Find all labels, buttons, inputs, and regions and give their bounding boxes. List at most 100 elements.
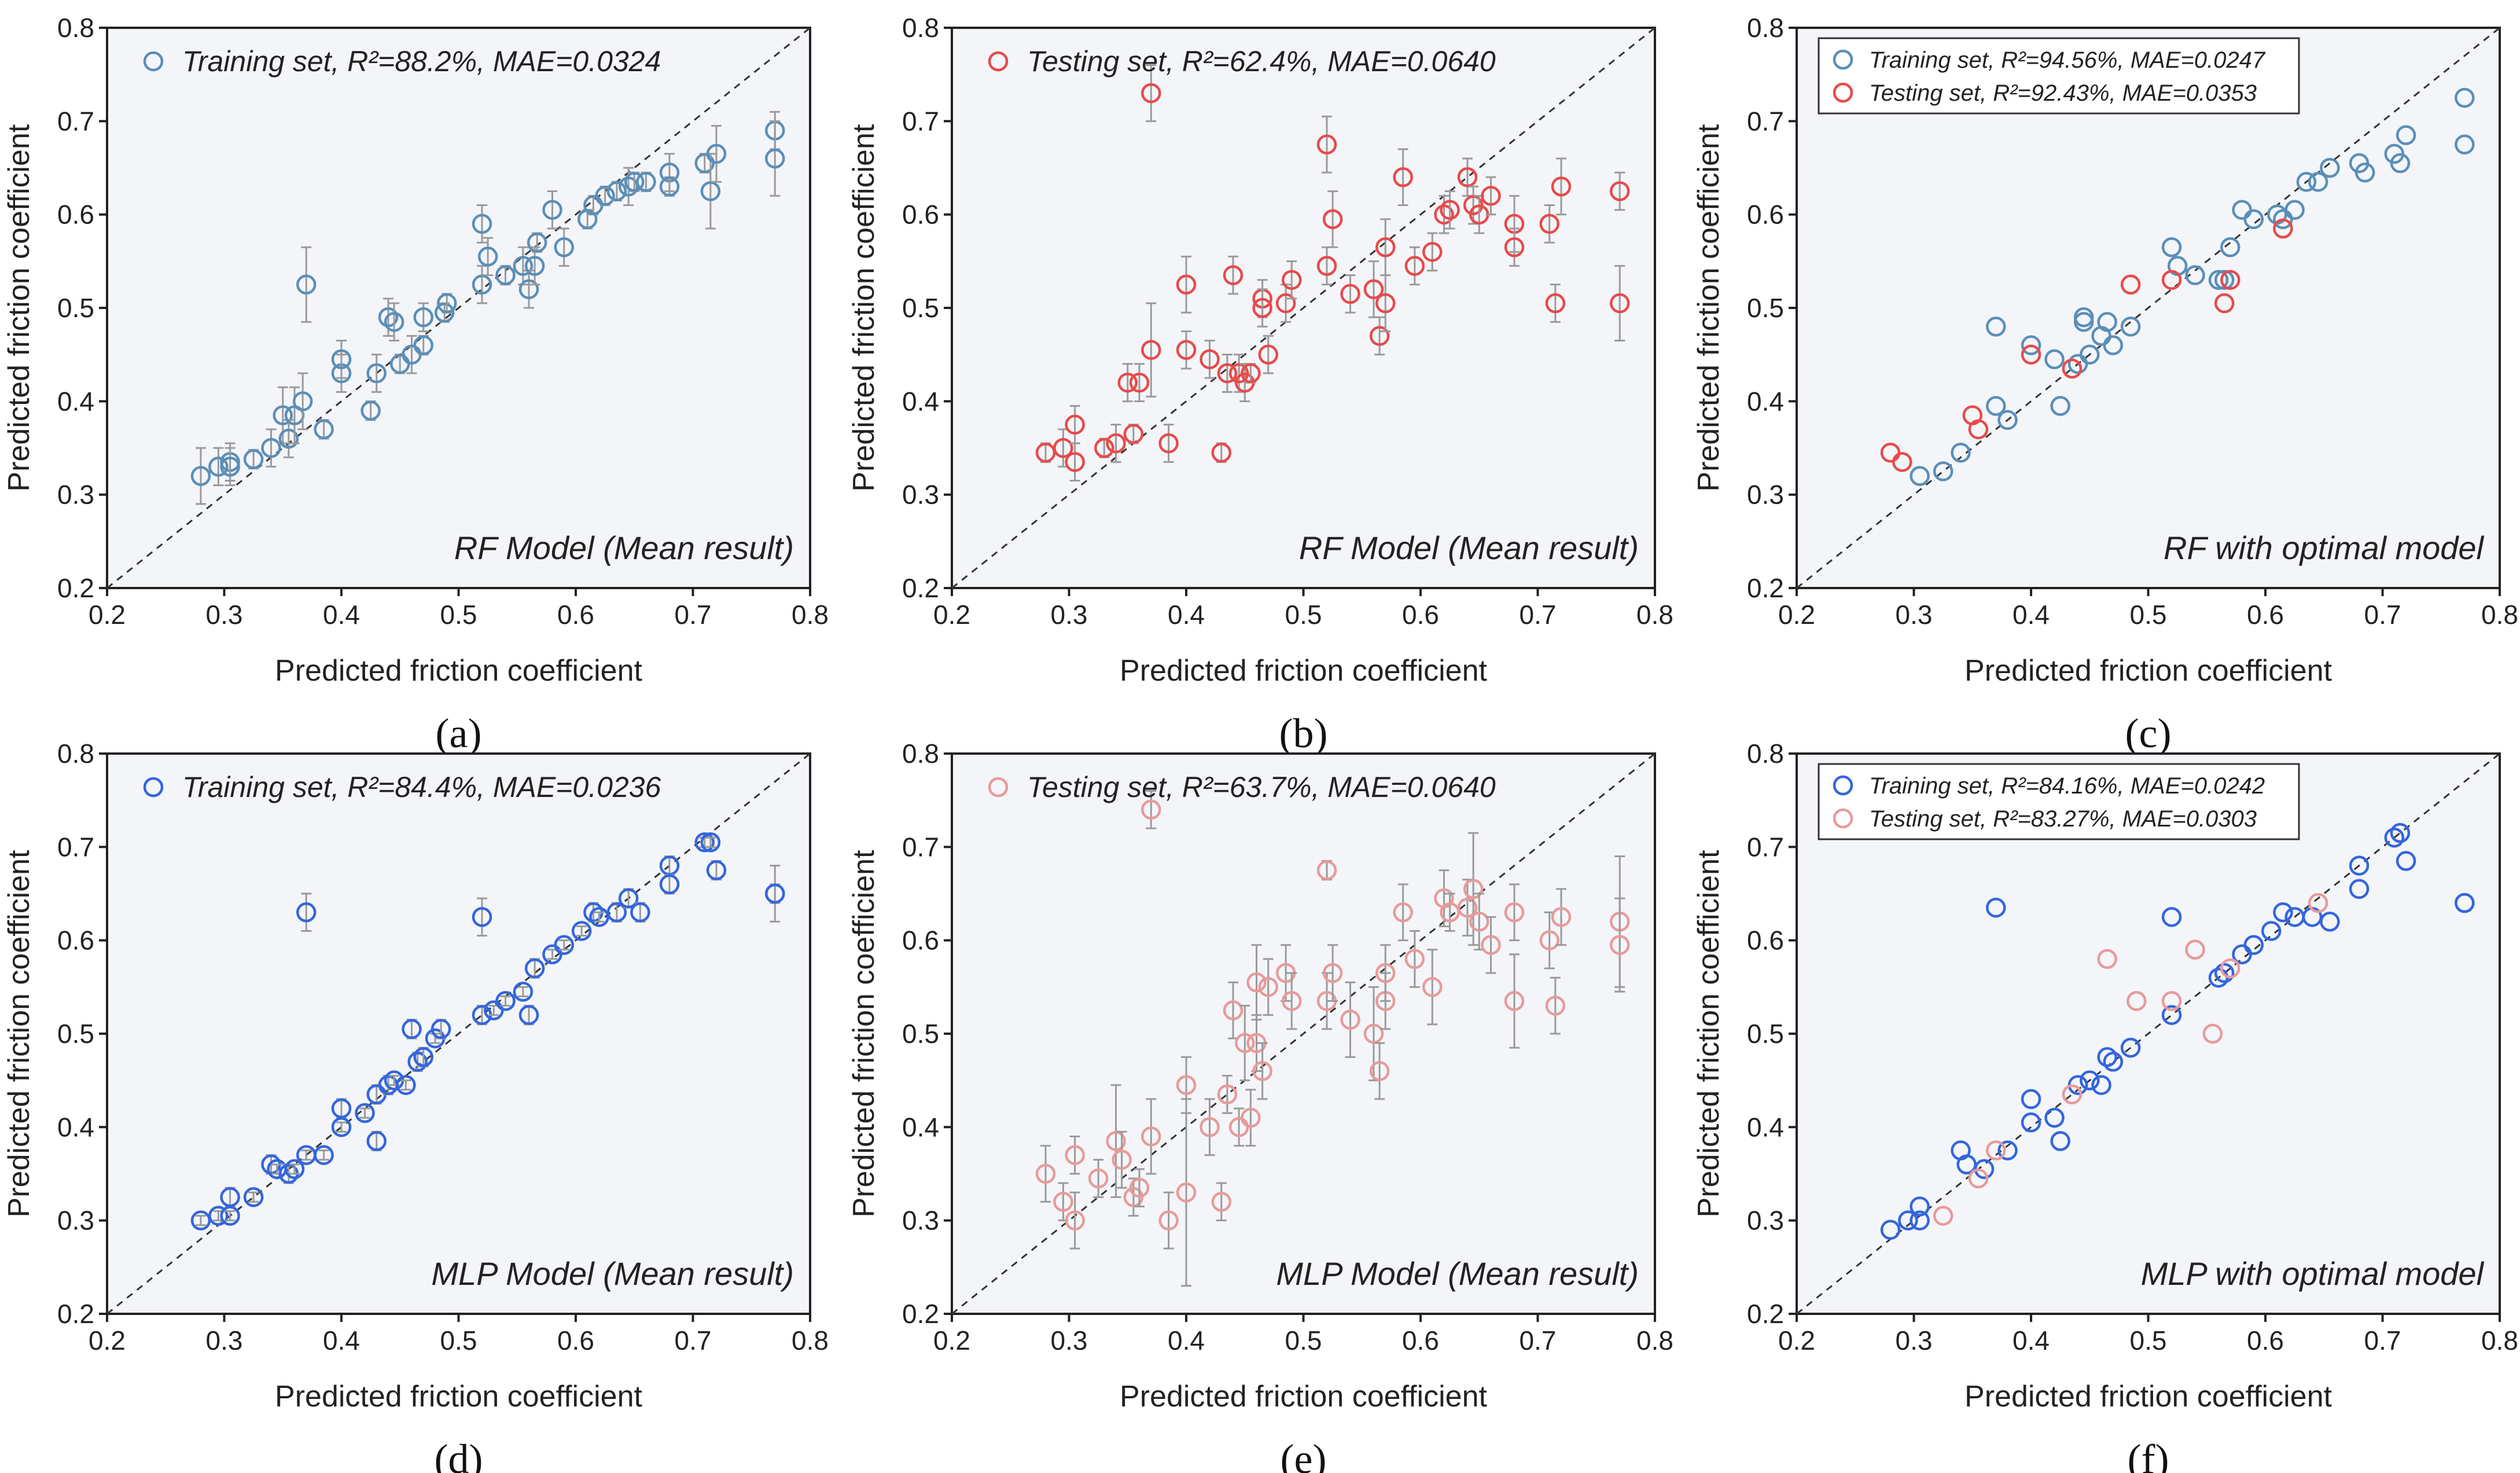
data-point — [1986, 396, 2006, 416]
x-tick-label: 0.7 — [2364, 600, 2401, 630]
y-tick-label: 0.2 — [902, 573, 939, 603]
data-point — [413, 1047, 433, 1067]
y-tick-label: 0.8 — [1747, 739, 1784, 769]
data-point — [1375, 963, 1396, 983]
data-point — [630, 902, 650, 923]
x-tick-label: 0.7 — [1520, 1325, 1557, 1356]
data-point — [437, 293, 457, 314]
data-point — [1404, 256, 1425, 276]
series-testing-set — [1035, 790, 1630, 1287]
data-point — [1117, 372, 1138, 393]
data-point — [1275, 293, 1296, 314]
data-point — [2161, 237, 2182, 258]
x-axis-label: Predicted friction coefficient — [1965, 654, 2332, 688]
y-tick-label: 0.4 — [57, 1112, 94, 1142]
y-axis-label: Predicted friction coefficient — [847, 124, 881, 491]
data-point — [1252, 297, 1272, 318]
data-point — [1986, 1140, 2006, 1160]
data-point — [2021, 1089, 2041, 1110]
data-point — [1123, 424, 1144, 445]
data-point — [296, 902, 317, 923]
y-tick-label: 0.4 — [902, 1112, 939, 1142]
legend-marker — [1833, 49, 1853, 70]
data-point — [700, 181, 721, 201]
data-point — [2050, 396, 2070, 416]
data-point — [355, 1103, 375, 1123]
x-tick-label: 0.5 — [2130, 600, 2167, 630]
x-tick-label: 0.8 — [1636, 1325, 1673, 1356]
series-training-set — [190, 832, 785, 1230]
data-point — [1481, 186, 1501, 206]
data-point — [2296, 171, 2317, 192]
data-point — [2349, 855, 2370, 876]
data-point — [243, 1187, 264, 1207]
data-point — [2455, 134, 2475, 155]
data-point — [1968, 1168, 1989, 1189]
data-point — [208, 457, 229, 477]
data-point — [1158, 433, 1179, 454]
data-point — [1551, 907, 1572, 927]
data-point — [2050, 1131, 2070, 1151]
data-point — [524, 958, 545, 979]
data-point — [700, 832, 721, 853]
data-point — [2161, 991, 2182, 1011]
data-point — [2120, 317, 2141, 337]
data-point — [1610, 293, 1630, 314]
data-point — [1369, 1061, 1390, 1081]
reference-line — [106, 752, 811, 1315]
data-point — [1422, 241, 1443, 262]
data-point — [413, 335, 433, 355]
panel-annotation: MLP Model (Mean result) — [1276, 1255, 1639, 1292]
y-tick-label: 0.5 — [902, 293, 939, 323]
data-point — [1282, 270, 1302, 290]
data-point — [1545, 293, 1566, 314]
data-point — [495, 991, 516, 1011]
y-tick-label: 0.6 — [1747, 925, 1784, 956]
data-point — [472, 907, 492, 927]
reference-line — [1796, 752, 2500, 1315]
data-point — [1898, 1210, 1918, 1230]
y-tick-label: 0.8 — [57, 13, 94, 43]
data-point — [1956, 1154, 1977, 1175]
legend-marker — [1833, 82, 1853, 103]
data-point — [1252, 1061, 1272, 1081]
data-point — [1393, 167, 1413, 188]
y-tick-label: 0.3 — [1747, 1206, 1784, 1236]
y-tick-label: 0.7 — [57, 106, 94, 136]
series-training-set — [1910, 87, 2475, 486]
data-point — [472, 214, 492, 234]
y-tick-label: 0.5 — [902, 1019, 939, 1049]
legend-label: Testing set, R²=83.27%, MAE=0.0303 — [1869, 806, 2257, 832]
data-point — [2308, 892, 2328, 913]
x-tick-label: 0.8 — [2481, 1325, 2518, 1356]
panel-caption: (b) — [1279, 710, 1328, 756]
x-tick-label: 0.6 — [1402, 1325, 1439, 1356]
data-point — [1545, 996, 1566, 1016]
series-testing-set — [1880, 218, 2293, 472]
data-point — [1053, 1192, 1073, 1212]
data-point — [1968, 419, 1989, 439]
data-point — [2243, 209, 2264, 229]
data-point — [2097, 1047, 2117, 1067]
x-tick-label: 0.2 — [933, 600, 970, 630]
data-point — [1258, 977, 1278, 997]
y-tick-label: 0.8 — [57, 739, 94, 769]
data-point — [1141, 83, 1161, 104]
y-tick-label: 0.7 — [57, 832, 94, 862]
data-point — [2320, 912, 2340, 932]
data-point — [1094, 438, 1114, 458]
data-point — [360, 401, 381, 421]
data-point — [1065, 451, 1085, 472]
x-tick-label: 0.5 — [440, 600, 477, 630]
y-tick-label: 0.7 — [902, 106, 939, 136]
legend-marker — [988, 777, 1009, 798]
data-point — [2214, 293, 2235, 314]
data-point — [2355, 162, 2375, 183]
x-axis-label: Predicted friction coefficient — [275, 1380, 642, 1413]
data-point — [472, 274, 492, 295]
data-point — [618, 177, 639, 197]
data-point — [273, 405, 293, 425]
x-tick-label: 0.7 — [2364, 1325, 2401, 1356]
x-tick-label: 0.6 — [557, 600, 594, 630]
